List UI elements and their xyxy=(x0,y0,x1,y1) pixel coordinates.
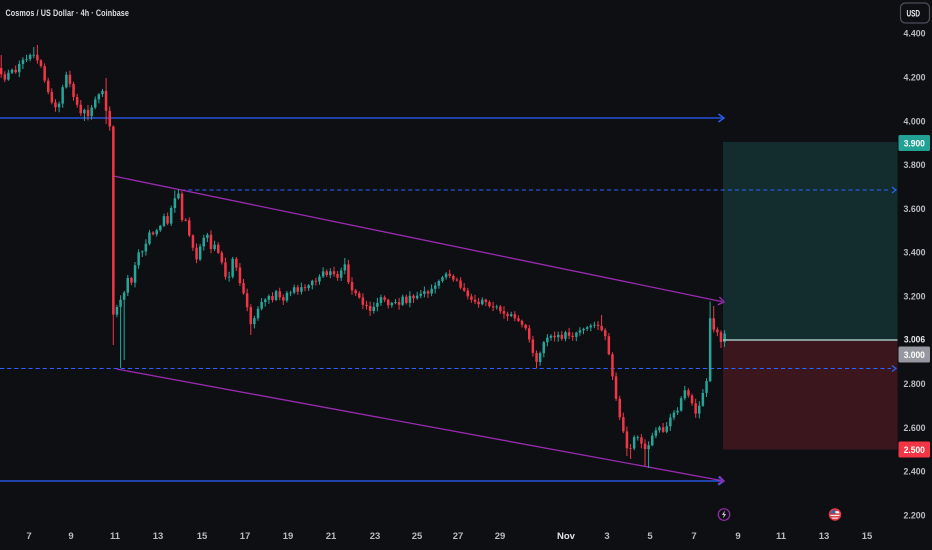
svg-text:13: 13 xyxy=(153,531,164,542)
svg-text:4.400: 4.400 xyxy=(904,29,926,40)
svg-text:15: 15 xyxy=(862,531,873,542)
svg-text:4.200: 4.200 xyxy=(904,73,926,84)
svg-text:2.400: 2.400 xyxy=(904,467,926,478)
svg-text:17: 17 xyxy=(240,531,251,542)
svg-text:3.900: 3.900 xyxy=(904,138,925,149)
svg-text:11: 11 xyxy=(776,531,787,542)
svg-text:2.500: 2.500 xyxy=(904,445,925,456)
svg-text:3.400: 3.400 xyxy=(904,248,926,259)
svg-text:3.600: 3.600 xyxy=(904,204,926,215)
svg-text:29: 29 xyxy=(495,531,506,542)
svg-text:27: 27 xyxy=(453,531,464,542)
svg-text:2.800: 2.800 xyxy=(904,379,926,390)
svg-text:25: 25 xyxy=(412,531,423,542)
svg-text:21: 21 xyxy=(326,531,337,542)
svg-text:23: 23 xyxy=(370,531,381,542)
svg-text:USD: USD xyxy=(907,8,921,18)
svg-text:3.000: 3.000 xyxy=(904,350,925,361)
svg-text:Nov: Nov xyxy=(557,531,576,542)
svg-text:3.006: 3.006 xyxy=(904,334,925,345)
svg-text:7: 7 xyxy=(26,531,31,542)
svg-text:2.200: 2.200 xyxy=(904,511,926,522)
svg-text:19: 19 xyxy=(283,531,294,542)
svg-text:2.600: 2.600 xyxy=(904,423,926,434)
svg-text:3.800: 3.800 xyxy=(904,160,926,171)
svg-text:5: 5 xyxy=(647,531,653,542)
svg-text:11: 11 xyxy=(110,531,121,542)
svg-text:9: 9 xyxy=(68,531,73,542)
svg-text:Cosmos / US Dollar · 4h · Coin: Cosmos / US Dollar · 4h · Coinbase xyxy=(6,8,130,19)
svg-text:3.200: 3.200 xyxy=(904,292,926,303)
svg-text:4.000: 4.000 xyxy=(904,116,926,127)
svg-text:9: 9 xyxy=(735,531,740,542)
svg-text:13: 13 xyxy=(819,531,830,542)
svg-text:3: 3 xyxy=(604,531,609,542)
svg-text:15: 15 xyxy=(197,531,208,542)
svg-text:7: 7 xyxy=(691,531,696,542)
